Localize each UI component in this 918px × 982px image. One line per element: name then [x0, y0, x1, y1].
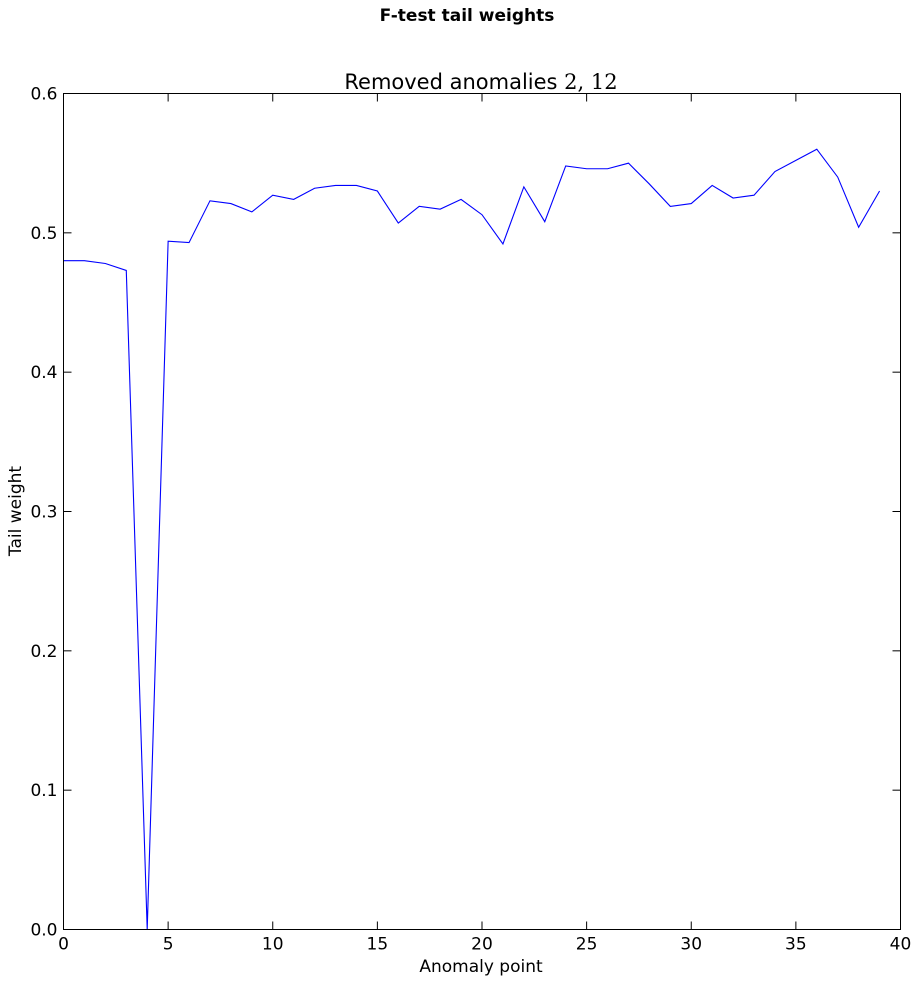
y-axis-label: Tail weight [6, 466, 26, 557]
figure-suptitle: F-test tail weights [380, 6, 555, 26]
series-layer [63, 148, 881, 930]
x-axis-tick-labels: 0 5 10 15 20 25 30 35 40 [58, 935, 911, 955]
x-tick-label: 10 [262, 935, 284, 955]
x-axis-ticks [63, 93, 901, 930]
y-tick-label: 0.6 [30, 85, 57, 105]
x-axis-label: Anomaly point [419, 957, 543, 977]
chart-title: Removed anomalies 2, 12 [344, 70, 617, 94]
x-tick-label: 0 [58, 935, 69, 955]
x-tick-label: 15 [367, 935, 389, 955]
x-tick-label: 30 [680, 935, 702, 955]
y-tick-label: 0.1 [30, 781, 57, 801]
chart-title-text: Removed anomalies [344, 70, 564, 94]
y-axis-tick-labels: 0.0 0.1 0.2 0.3 0.4 0.5 0.6 [30, 85, 57, 941]
y-axis-ticks [63, 93, 901, 930]
x-tick-label: 40 [890, 935, 912, 955]
x-tick-label: 35 [785, 935, 807, 955]
x-tick-label: 20 [471, 935, 493, 955]
x-tick-label: 25 [576, 935, 598, 955]
chart-title-math: 2, 12 [564, 70, 617, 94]
y-tick-label: 0.3 [30, 503, 57, 523]
plot-frame [63, 93, 901, 930]
y-tick-label: 0.2 [30, 642, 57, 662]
y-tick-label: 0.0 [30, 921, 57, 941]
series-line [63, 148, 881, 930]
y-tick-label: 0.5 [30, 224, 57, 244]
y-tick-label: 0.4 [30, 363, 57, 383]
x-tick-label: 5 [163, 935, 174, 955]
